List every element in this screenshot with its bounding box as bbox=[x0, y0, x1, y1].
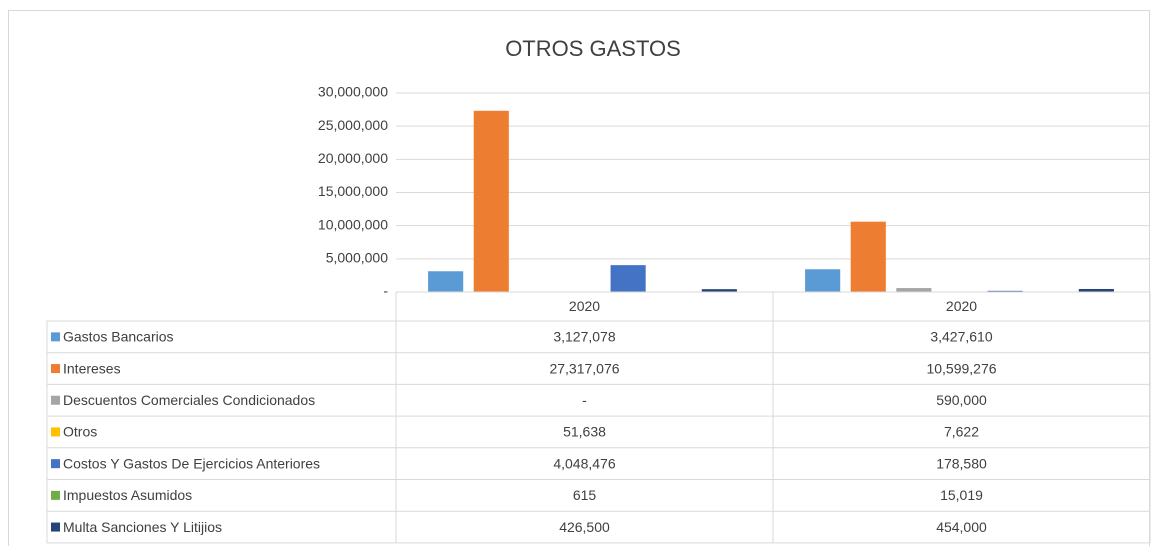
legend-label: Otros bbox=[63, 424, 97, 440]
bar bbox=[850, 221, 886, 292]
legend-label: Gastos Bancarios bbox=[63, 329, 174, 345]
table-cell: 4,048,476 bbox=[553, 455, 615, 471]
chart-title: OTROS GASTOS bbox=[505, 36, 681, 61]
legend-swatch bbox=[51, 364, 60, 374]
legend-swatch bbox=[51, 522, 60, 532]
y-tick-label: 25,000,000 bbox=[318, 117, 388, 133]
x-tick-label: 2020 bbox=[946, 298, 977, 314]
legend-swatch bbox=[51, 459, 60, 469]
table-cell: 10,599,276 bbox=[926, 360, 996, 376]
y-tick-label: - bbox=[383, 283, 388, 299]
bar bbox=[701, 289, 737, 292]
bar bbox=[1078, 288, 1114, 292]
legend-label: Descuentos Comerciales Condicionados bbox=[63, 392, 315, 408]
table-cell: 3,127,078 bbox=[553, 329, 615, 345]
bar bbox=[428, 271, 464, 292]
chart-area bbox=[8, 10, 1150, 546]
table-cell: 426,500 bbox=[559, 519, 610, 535]
bar bbox=[896, 288, 932, 292]
table-cell: - bbox=[582, 392, 587, 408]
legend-swatch bbox=[51, 395, 60, 405]
y-tick-label: 5,000,000 bbox=[326, 250, 388, 266]
x-tick-label: 2020 bbox=[569, 298, 600, 314]
table-cell: 3,427,610 bbox=[930, 329, 992, 345]
legend-label: Costos Y Gastos De Ejercicios Anteriores bbox=[63, 455, 320, 471]
legend-label: Intereses bbox=[63, 360, 121, 376]
table-cell: 178,580 bbox=[936, 455, 987, 471]
table-cell: 7,622 bbox=[944, 424, 979, 440]
y-tick-label: 10,000,000 bbox=[318, 216, 388, 232]
table-cell: 590,000 bbox=[936, 392, 987, 408]
y-tick-label: 20,000,000 bbox=[318, 150, 388, 166]
y-tick-label: 15,000,000 bbox=[318, 183, 388, 199]
bar bbox=[987, 290, 1023, 292]
bar bbox=[610, 265, 646, 292]
table-cell: 15,019 bbox=[940, 487, 983, 503]
bar bbox=[473, 110, 509, 293]
table-cell: 27,317,076 bbox=[549, 360, 619, 376]
legend-label: Multa Sanciones Y Litijios bbox=[63, 519, 222, 535]
bar bbox=[805, 269, 841, 292]
table-cell: 615 bbox=[573, 487, 597, 503]
table-cell: 454,000 bbox=[936, 519, 987, 535]
legend-swatch bbox=[51, 427, 60, 437]
legend-swatch bbox=[51, 490, 60, 500]
legend-swatch bbox=[51, 332, 60, 342]
legend-label: Impuestos Asumidos bbox=[63, 487, 192, 503]
table-cell: 51,638 bbox=[563, 424, 606, 440]
y-tick-label: 30,000,000 bbox=[318, 84, 388, 100]
